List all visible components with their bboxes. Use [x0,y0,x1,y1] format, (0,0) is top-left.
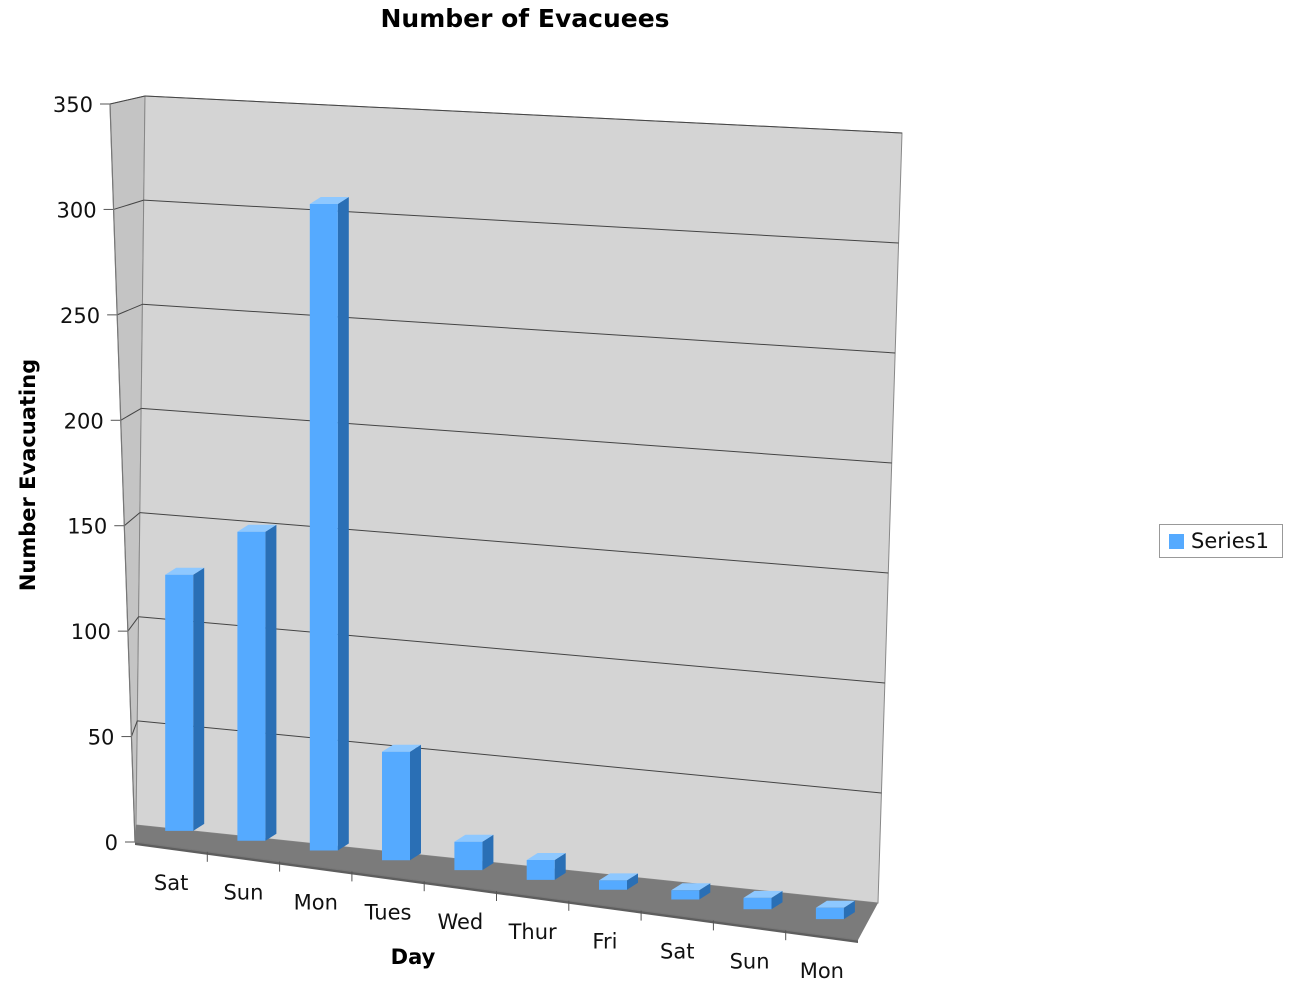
x-tick-label: Mon [294,891,338,915]
legend-swatch [1169,533,1184,549]
bar [309,204,338,851]
bar-side [554,853,566,880]
x-tick-label: Sun [223,881,263,905]
x-tick-label: Sat [154,871,188,895]
bar-side [699,883,711,900]
x-tick-label: Sat [660,940,694,964]
bar-top [237,524,277,532]
bar-side [193,567,205,831]
bar-top [671,883,711,891]
x-axis-title: Day [391,945,436,969]
chart-title: Number of Evacuees [380,4,670,33]
bar-top [165,567,205,575]
bar-top [526,853,566,860]
bar-top [309,197,349,204]
bar-top [454,834,494,842]
floor [135,825,878,940]
y-axis-line [109,103,136,843]
legend-label: Series1 [1191,529,1269,553]
bar-side [410,744,421,861]
gridline [141,407,892,464]
gridline-side [127,616,139,632]
bar [526,860,555,880]
bar [165,574,194,831]
y-tick-label: 50 [88,726,115,750]
bar [599,880,627,890]
legend: Series1 [1159,524,1283,558]
bar-side [843,900,855,920]
bar-top [382,744,421,752]
x-tick-label: Mon [800,959,844,983]
x-tick-label: Tues [364,900,412,924]
y-tick-label: 200 [64,409,104,433]
bar [382,751,410,861]
gridline-side [109,95,146,105]
y-tick-label: 250 [60,304,100,328]
gridline-side [130,720,138,737]
bar [237,531,266,841]
x-tick-label: Thur [508,920,557,944]
gridline [143,199,899,244]
bar [815,907,844,920]
bar [743,897,772,910]
bar-side [482,834,494,871]
gridline-side [123,512,141,527]
gridline [144,95,903,134]
bar-top [599,873,638,881]
bar-side [771,890,783,910]
bar [671,890,700,900]
y-axis-title: Number Evacuating [16,359,40,591]
x-tick-label: Wed [437,910,483,934]
bar-top [743,890,783,898]
gridline [142,303,896,354]
gridline [139,512,889,574]
bar-top [815,900,855,908]
y-tick-label: 100 [71,620,111,644]
y-tick-label: 0 [105,831,118,855]
bar-side [337,197,349,851]
y-tick-label: 350 [53,93,93,117]
gridline-side [113,199,144,210]
x-tick-label: Fri [592,930,617,954]
gridline-side [120,407,142,421]
y-tick-label: 150 [67,515,107,539]
x-tick-label: Sun [730,949,770,973]
gridline-side [116,303,143,316]
bar [454,841,483,871]
bar-side [265,524,277,841]
bar-side [627,873,638,890]
y-tick-label: 300 [56,198,96,222]
